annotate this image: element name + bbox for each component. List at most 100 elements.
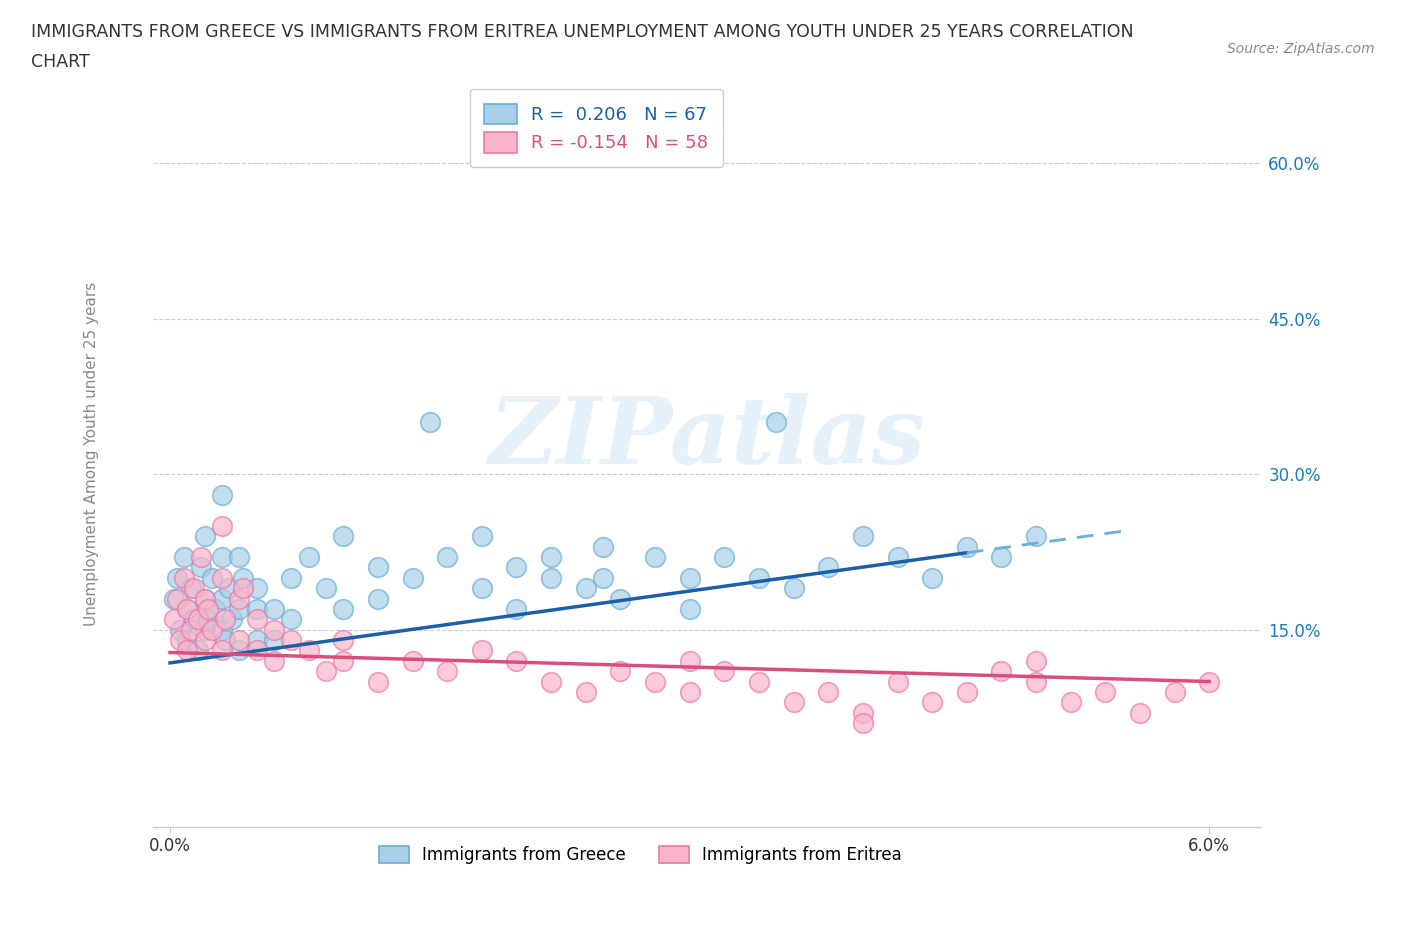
Point xyxy=(221,612,243,627)
Point xyxy=(263,602,285,617)
Point xyxy=(679,684,702,699)
Point xyxy=(176,602,198,617)
Point xyxy=(748,570,770,585)
Point xyxy=(886,550,908,565)
Point xyxy=(575,684,598,699)
Point xyxy=(332,529,354,544)
Point xyxy=(471,529,494,544)
Point xyxy=(211,519,233,534)
Point xyxy=(263,654,285,669)
Point xyxy=(921,695,943,710)
Point xyxy=(1025,654,1047,669)
Point xyxy=(180,622,202,637)
Point xyxy=(169,632,191,647)
Point xyxy=(1025,529,1047,544)
Point xyxy=(852,529,875,544)
Point xyxy=(166,591,188,606)
Point xyxy=(194,591,217,606)
Point xyxy=(505,602,527,617)
Point xyxy=(592,570,614,585)
Point xyxy=(436,664,458,679)
Point xyxy=(246,602,269,617)
Point xyxy=(187,643,209,658)
Point xyxy=(183,612,205,627)
Point xyxy=(173,570,195,585)
Point xyxy=(748,674,770,689)
Point xyxy=(332,632,354,647)
Point xyxy=(1163,684,1185,699)
Point xyxy=(211,570,233,585)
Point xyxy=(246,612,269,627)
Point xyxy=(228,550,250,565)
Point xyxy=(575,580,598,595)
Point xyxy=(609,664,631,679)
Point xyxy=(246,580,269,595)
Point xyxy=(609,591,631,606)
Point xyxy=(644,674,666,689)
Point xyxy=(367,560,389,575)
Point xyxy=(886,674,908,689)
Point xyxy=(956,684,979,699)
Point xyxy=(505,654,527,669)
Point xyxy=(214,612,236,627)
Point xyxy=(211,643,233,658)
Point xyxy=(367,674,389,689)
Point xyxy=(194,632,217,647)
Point xyxy=(782,695,804,710)
Point xyxy=(332,602,354,617)
Point xyxy=(197,602,219,617)
Point xyxy=(162,612,184,627)
Point xyxy=(436,550,458,565)
Point xyxy=(246,632,269,647)
Point xyxy=(187,612,209,627)
Point xyxy=(197,612,219,627)
Point xyxy=(367,591,389,606)
Point xyxy=(1025,674,1047,689)
Point xyxy=(921,570,943,585)
Point xyxy=(194,591,217,606)
Point xyxy=(211,550,233,565)
Point xyxy=(176,602,198,617)
Point xyxy=(332,654,354,669)
Point xyxy=(173,550,195,565)
Point xyxy=(540,674,562,689)
Point xyxy=(228,632,250,647)
Point xyxy=(401,570,423,585)
Point xyxy=(263,632,285,647)
Point xyxy=(956,539,979,554)
Point xyxy=(298,550,321,565)
Point xyxy=(1094,684,1116,699)
Point xyxy=(679,654,702,669)
Point xyxy=(765,415,787,430)
Point xyxy=(644,550,666,565)
Point xyxy=(162,591,184,606)
Point xyxy=(228,602,250,617)
Point xyxy=(183,580,205,595)
Point xyxy=(176,632,198,647)
Point xyxy=(211,591,233,606)
Point xyxy=(990,550,1012,565)
Text: CHART: CHART xyxy=(31,53,90,71)
Point xyxy=(540,550,562,565)
Point xyxy=(201,622,224,637)
Point xyxy=(246,643,269,658)
Point xyxy=(218,580,240,595)
Point xyxy=(180,580,202,595)
Legend: Immigrants from Greece, Immigrants from Eritrea: Immigrants from Greece, Immigrants from … xyxy=(373,839,908,870)
Point xyxy=(852,715,875,730)
Point xyxy=(214,632,236,647)
Point xyxy=(1060,695,1083,710)
Point xyxy=(211,622,233,637)
Point xyxy=(280,632,302,647)
Point xyxy=(1198,674,1220,689)
Point xyxy=(679,570,702,585)
Point xyxy=(713,550,735,565)
Point xyxy=(419,415,441,430)
Point xyxy=(679,602,702,617)
Point xyxy=(280,570,302,585)
Point xyxy=(817,560,839,575)
Point xyxy=(228,591,250,606)
Point xyxy=(713,664,735,679)
Point xyxy=(540,570,562,585)
Point xyxy=(471,643,494,658)
